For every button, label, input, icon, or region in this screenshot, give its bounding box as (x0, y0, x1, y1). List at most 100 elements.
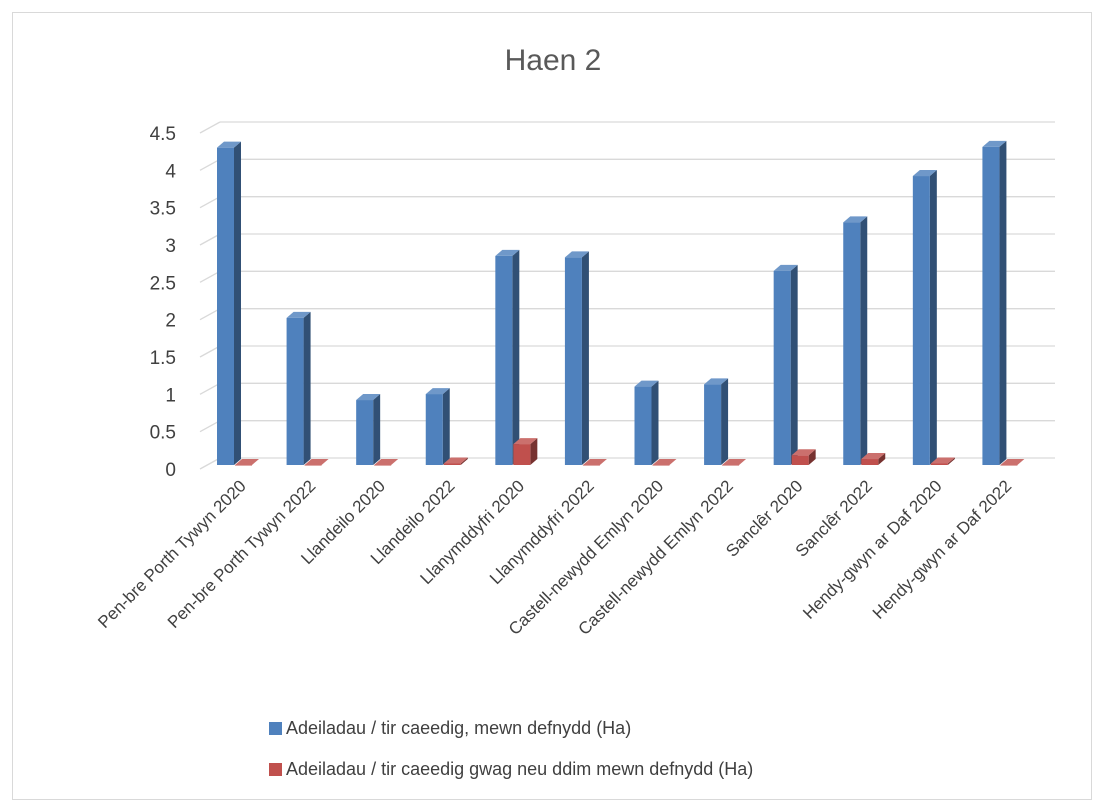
y-tick-label: 0 (165, 460, 176, 481)
bar-front (235, 465, 252, 466)
bar-in-use (564, 251, 589, 465)
bar-front (1000, 465, 1018, 466)
bar-side (860, 216, 868, 465)
bar-front (704, 384, 722, 465)
gridline-side (199, 158, 221, 171)
bar-front (773, 270, 791, 465)
y-tick-label: 2.5 (150, 273, 176, 294)
bar-side (303, 311, 311, 465)
legend-item: Adeiladau / tir caeedig, mewn defnydd (H… (269, 718, 631, 738)
gridline-side (199, 345, 221, 358)
bar-vacant (235, 459, 259, 466)
legend-label: Adeiladau / tir caeedig, mewn defnydd (H… (286, 718, 631, 738)
bar-side (651, 380, 659, 465)
bar-top (773, 264, 798, 271)
bar-in-use (704, 378, 729, 465)
bar-front (582, 465, 600, 466)
bar-in-use (217, 141, 241, 465)
y-tick-label: 4.5 (150, 124, 176, 145)
bar-front (912, 176, 930, 466)
bar-top (443, 457, 468, 464)
bar-side (234, 141, 241, 465)
y-tick-label: 1.5 (150, 348, 176, 369)
legend-swatch (269, 722, 282, 735)
bar-top (374, 459, 399, 465)
bar-front (564, 257, 582, 465)
x-tick-label: Hendy-gwyn ar Daf 2022 (869, 476, 1015, 622)
bar-front (374, 465, 392, 466)
bar-top (564, 251, 589, 258)
bar-in-use (495, 249, 520, 465)
bar-front (217, 147, 234, 465)
gridline-side (199, 457, 221, 470)
bar-front (356, 400, 374, 465)
bar-front (930, 463, 948, 465)
bar-top (513, 438, 538, 445)
bar-top (425, 388, 450, 395)
y-tick-label: 1 (165, 385, 176, 406)
x-tick-label: Hendy-gwyn ar Daf 2020 (799, 476, 945, 622)
bar-vacant (443, 457, 468, 465)
y-tick-label: 2 (165, 311, 176, 332)
bar-vacant (722, 459, 747, 466)
bar-side (530, 438, 538, 465)
bar-in-use (773, 264, 798, 465)
bar-front (286, 317, 304, 465)
bar-top (304, 459, 329, 465)
chart-frame: Haen 2 0 0.5 1 1.5 2 2.5 3 3.5 4 4.5 Pen-bre Port… (12, 12, 1092, 800)
bars (217, 140, 1025, 466)
bar-top (356, 394, 381, 401)
gridline-side (199, 233, 221, 246)
bar-side (581, 251, 589, 465)
gridline-side (199, 121, 221, 134)
bar-top (982, 140, 1007, 147)
y-tick-label: 3.5 (150, 199, 176, 220)
y-axis-ticks: 0 0.5 1 1.5 2 2.5 3 3.5 4 4.5 (150, 124, 177, 481)
bar-top (722, 459, 747, 465)
bar-front (304, 465, 322, 466)
bar-top (652, 459, 677, 465)
bar-vacant (652, 459, 677, 466)
bar-side (878, 453, 886, 465)
bar-side (790, 264, 798, 465)
bar-front (443, 463, 461, 465)
bar-front (425, 394, 443, 465)
bar-front (791, 455, 809, 465)
bar-top (704, 378, 729, 385)
legend-swatch (269, 763, 282, 776)
bar-in-use (286, 311, 311, 465)
bar-top (791, 449, 816, 456)
bar-side (460, 457, 468, 465)
bar-in-use (425, 388, 450, 465)
bar-front (652, 465, 670, 466)
bar-vacant (304, 459, 329, 466)
bar-vacant (861, 453, 886, 465)
bar-side (808, 449, 816, 465)
bar-side (442, 388, 450, 465)
bar-top (235, 459, 259, 465)
bar-vacant (791, 449, 816, 465)
bar-side (929, 170, 937, 466)
chart-title: Haen 2 (505, 44, 602, 77)
bar-in-use (356, 394, 381, 465)
bar-vacant (513, 438, 538, 465)
bar-side (373, 394, 381, 465)
bar-top (582, 459, 607, 465)
bar-in-use (634, 380, 659, 465)
y-tick-label: 3 (165, 236, 176, 257)
bar-front (843, 222, 861, 465)
bar-top (634, 380, 659, 387)
legend: Adeiladau / tir caeedig, mewn defnydd (H… (269, 718, 753, 779)
bar-top (861, 453, 886, 460)
bar-top (843, 216, 868, 223)
bar-front (722, 465, 740, 466)
y-tick-label: 4 (165, 161, 176, 182)
bar-vacant (374, 459, 399, 466)
gridline-side (199, 308, 221, 321)
bar-front (634, 386, 652, 465)
chart-canvas: Haen 2 0 0.5 1 1.5 2 2.5 3 3.5 4 4.5 Pen-bre Port… (94, 44, 1055, 779)
bar-top (912, 170, 937, 177)
gridline-side (199, 270, 221, 283)
bar-top (930, 457, 955, 464)
bar-front (861, 459, 879, 465)
